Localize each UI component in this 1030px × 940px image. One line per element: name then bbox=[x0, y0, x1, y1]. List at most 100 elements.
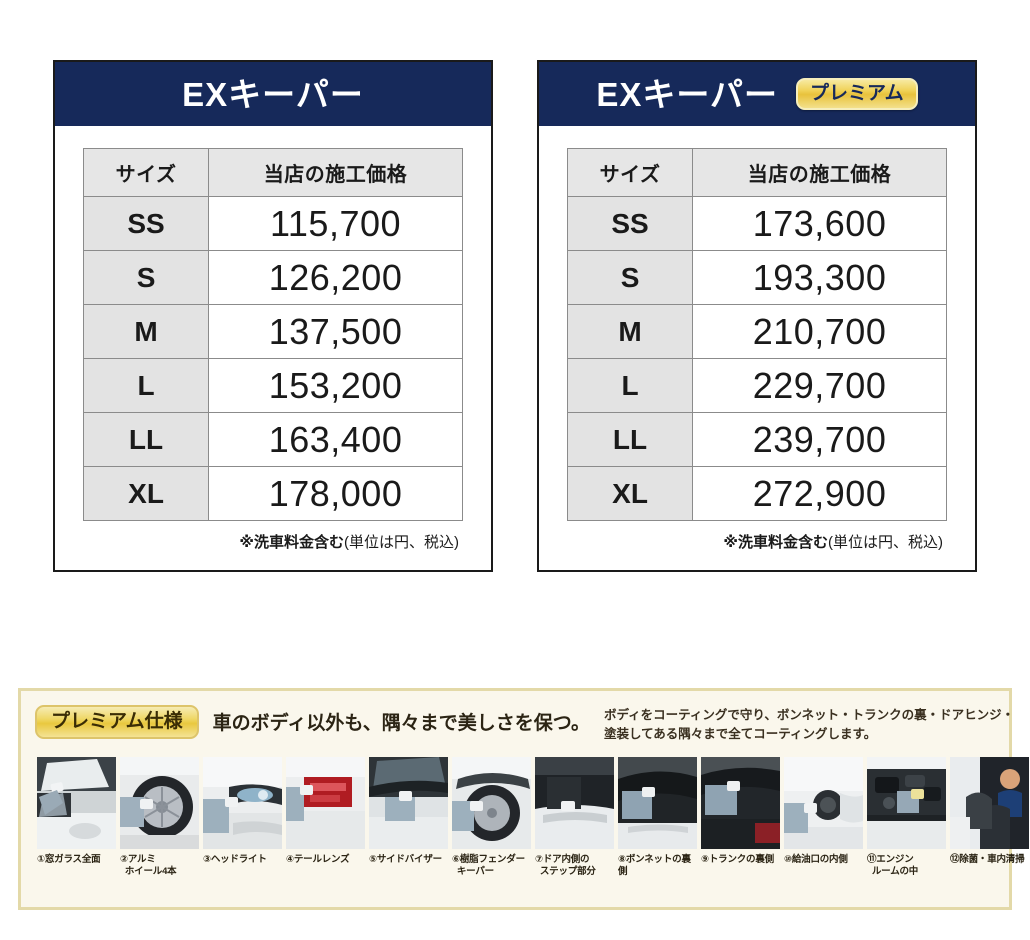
size-value: S bbox=[566, 250, 694, 305]
table-row: LL 239,700 bbox=[566, 412, 947, 467]
table-row: L 229,700 bbox=[566, 358, 947, 413]
window-glass-coating-photo bbox=[37, 756, 116, 849]
price-note-rest: (単位は円、税込) bbox=[344, 534, 459, 551]
coating-item: ⑩給油口の内側 bbox=[784, 756, 863, 879]
card-header: EXキーパー プレミアム bbox=[539, 62, 975, 126]
table-row: S 193,300 bbox=[566, 250, 947, 305]
size-value: SS bbox=[82, 196, 210, 251]
price-note-rest: (単位は円、税込) bbox=[828, 534, 943, 551]
table-row: L 153,200 bbox=[82, 358, 463, 413]
coating-item: ⑫除菌・車内清掃 bbox=[950, 756, 1029, 879]
coating-item-caption: ⑫除菌・車内清掃 bbox=[950, 853, 1025, 865]
spec-description-line1: ボディをコーティングで守り、ボンネット・トランクの裏・ドアヒンジ・ bbox=[604, 708, 1015, 722]
price-value: 178,000 bbox=[208, 466, 463, 521]
table-header-row: サイズ 当店の施工価格 bbox=[566, 148, 947, 197]
coating-item-caption: ②アルミ ホイール4本 bbox=[120, 853, 177, 878]
table-row: SS 173,600 bbox=[566, 196, 947, 251]
price-table: サイズ 当店の施工価格 SS 115,700 S 126,200 M bbox=[82, 148, 463, 521]
price-value: 153,200 bbox=[208, 358, 463, 413]
price-card-ex-keeper: EXキーパー サイズ 当店の施工価格 SS 115,700 S bbox=[53, 60, 493, 572]
size-value: M bbox=[82, 304, 210, 359]
size-value: M bbox=[566, 304, 694, 359]
taillight-coating-photo bbox=[286, 756, 365, 849]
column-header-price: 当店の施工価格 bbox=[692, 148, 947, 197]
card-title: EXキーパー bbox=[596, 75, 779, 113]
table-row: M 137,500 bbox=[82, 304, 463, 359]
coating-item: ③ヘッドライト bbox=[203, 756, 282, 879]
price-value: 193,300 bbox=[692, 250, 947, 305]
coating-item: ⑧ボンネットの裏側 bbox=[618, 756, 697, 879]
bonnet-underside-coating-photo bbox=[618, 756, 697, 849]
price-value: 126,200 bbox=[208, 250, 463, 305]
card-body: サイズ 当店の施工価格 SS 173,600 S 193,300 M bbox=[539, 126, 975, 570]
coating-item-caption: ⑪エンジン ルームの中 bbox=[867, 853, 919, 878]
spec-description-line2: 塗装してある隅々まで全てコーティングします。 bbox=[604, 727, 877, 742]
coating-item-caption: ③ヘッドライト bbox=[203, 853, 267, 865]
coating-item: ⑤サイドバイザー bbox=[369, 756, 448, 879]
door-step-coating-photo bbox=[535, 756, 614, 849]
card-title: EXキーパー bbox=[182, 75, 364, 113]
column-header-price: 当店の施工価格 bbox=[208, 148, 463, 197]
table-row: XL 272,900 bbox=[566, 466, 947, 521]
premium-spec-panel: プレミアム仕様 車のボディ以外も、隅々まで美しさを保つ。 ボディをコーティングで… bbox=[18, 688, 1029, 910]
price-note: ※洗車料金含む(単位は円、税込) bbox=[567, 521, 947, 556]
price-note: ※洗車料金含む(単位は円、税込) bbox=[83, 521, 463, 556]
column-header-size: サイズ bbox=[566, 148, 694, 197]
coating-item: ⑦ドア内側の ステップ部分 bbox=[535, 756, 614, 879]
engine-room-coating-photo bbox=[867, 756, 946, 849]
coating-item-caption: ①窓ガラス全面 bbox=[37, 853, 101, 865]
size-value: L bbox=[82, 358, 210, 413]
price-value: 210,700 bbox=[692, 304, 947, 359]
price-value: 272,900 bbox=[692, 466, 947, 521]
coating-item-caption: ⑥樹脂フェンダー キーパー bbox=[452, 853, 525, 878]
coating-item: ⑪エンジン ルームの中 bbox=[867, 756, 946, 879]
price-note-bold: ※洗車料金含む bbox=[239, 534, 344, 551]
coating-item-caption: ④テールレンズ bbox=[286, 853, 350, 865]
price-value: 173,600 bbox=[692, 196, 947, 251]
spec-panel-header: プレミアム仕様 車のボディ以外も、隅々まで美しさを保つ。 ボディをコーティングで… bbox=[35, 705, 1014, 745]
table-row: S 126,200 bbox=[82, 250, 463, 305]
coating-item-caption: ⑨トランクの裏側 bbox=[701, 853, 774, 865]
premium-spec-badge: プレミアム仕様 bbox=[35, 705, 199, 739]
headlight-coating-photo bbox=[203, 756, 282, 849]
fuel-cap-coating-photo bbox=[784, 756, 863, 849]
table-row: M 210,700 bbox=[566, 304, 947, 359]
table-header-row: サイズ 当店の施工価格 bbox=[82, 148, 463, 197]
coating-item: ④テールレンズ bbox=[286, 756, 365, 879]
size-value: L bbox=[566, 358, 694, 413]
alloy-wheel-coating-photo bbox=[120, 756, 199, 849]
coating-item-caption: ⑦ドア内側の ステップ部分 bbox=[535, 853, 596, 878]
price-card-ex-keeper-premium: EXキーパー プレミアム サイズ 当店の施工価格 SS 173,600 bbox=[537, 60, 977, 572]
price-value: 229,700 bbox=[692, 358, 947, 413]
size-value: SS bbox=[566, 196, 694, 251]
size-value: LL bbox=[82, 412, 210, 467]
size-value: LL bbox=[566, 412, 694, 467]
card-header: EXキーパー bbox=[55, 62, 491, 126]
column-header-size: サイズ bbox=[82, 148, 210, 197]
price-value: 115,700 bbox=[208, 196, 463, 251]
interior-cleaning-photo bbox=[950, 756, 1029, 849]
premium-badge: プレミアム bbox=[796, 78, 918, 110]
spec-tagline: 車のボディ以外も、隅々まで美しさを保つ。 bbox=[212, 713, 591, 734]
table-row: SS 115,700 bbox=[82, 196, 463, 251]
price-note-bold: ※洗車料金含む bbox=[723, 534, 828, 551]
price-value: 163,400 bbox=[208, 412, 463, 467]
price-table: サイズ 当店の施工価格 SS 173,600 S 193,300 M bbox=[566, 148, 947, 521]
size-value: XL bbox=[566, 466, 694, 521]
coating-item: ②アルミ ホイール4本 bbox=[120, 756, 199, 879]
spec-description: ボディをコーティングで守り、ボンネット・トランクの裏・ドアヒンジ・ 塗装してある… bbox=[604, 705, 1014, 745]
size-value: S bbox=[82, 250, 210, 305]
price-cards-row: EXキーパー サイズ 当店の施工価格 SS 115,700 S bbox=[0, 60, 1030, 572]
price-value: 239,700 bbox=[692, 412, 947, 467]
trunk-underside-coating-photo bbox=[701, 756, 780, 849]
price-value: 137,500 bbox=[208, 304, 463, 359]
coating-item-caption: ⑩給油口の内側 bbox=[784, 853, 848, 865]
coating-item: ⑨トランクの裏側 bbox=[701, 756, 780, 879]
coating-item-caption: ⑤サイドバイザー bbox=[369, 853, 442, 865]
coating-item-caption: ⑧ボンネットの裏側 bbox=[618, 853, 691, 878]
table-row: XL 178,000 bbox=[82, 466, 463, 521]
card-body: サイズ 当店の施工価格 SS 115,700 S 126,200 M bbox=[55, 126, 491, 570]
size-value: XL bbox=[82, 466, 210, 521]
coating-item: ⑥樹脂フェンダー キーパー bbox=[452, 756, 531, 879]
coating-item: ①窓ガラス全面 bbox=[37, 756, 116, 879]
